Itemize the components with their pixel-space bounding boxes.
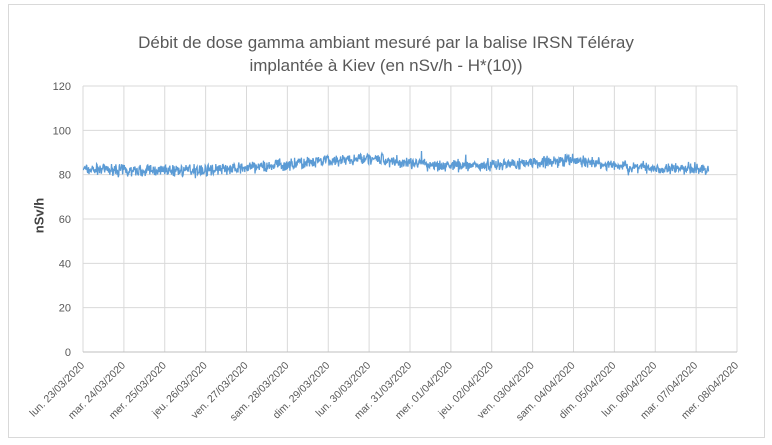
chart-frame — [8, 4, 765, 438]
y-tick-label: 0 — [65, 347, 71, 359]
y-tick-label: 40 — [59, 258, 71, 270]
y-tick-label: 60 — [59, 214, 71, 226]
y-tick-label: 80 — [59, 170, 71, 182]
chart-title-line2: implantée à Kiev (en nSv/h - H*(10)) — [249, 56, 523, 75]
y-tick-label: 100 — [53, 125, 71, 137]
y-tick-label: 20 — [59, 303, 71, 315]
chart-title-line1: Débit de dose gamma ambiant mesuré par l… — [138, 33, 634, 52]
y-tick-label: 120 — [53, 81, 71, 93]
data-series-line — [82, 150, 710, 179]
